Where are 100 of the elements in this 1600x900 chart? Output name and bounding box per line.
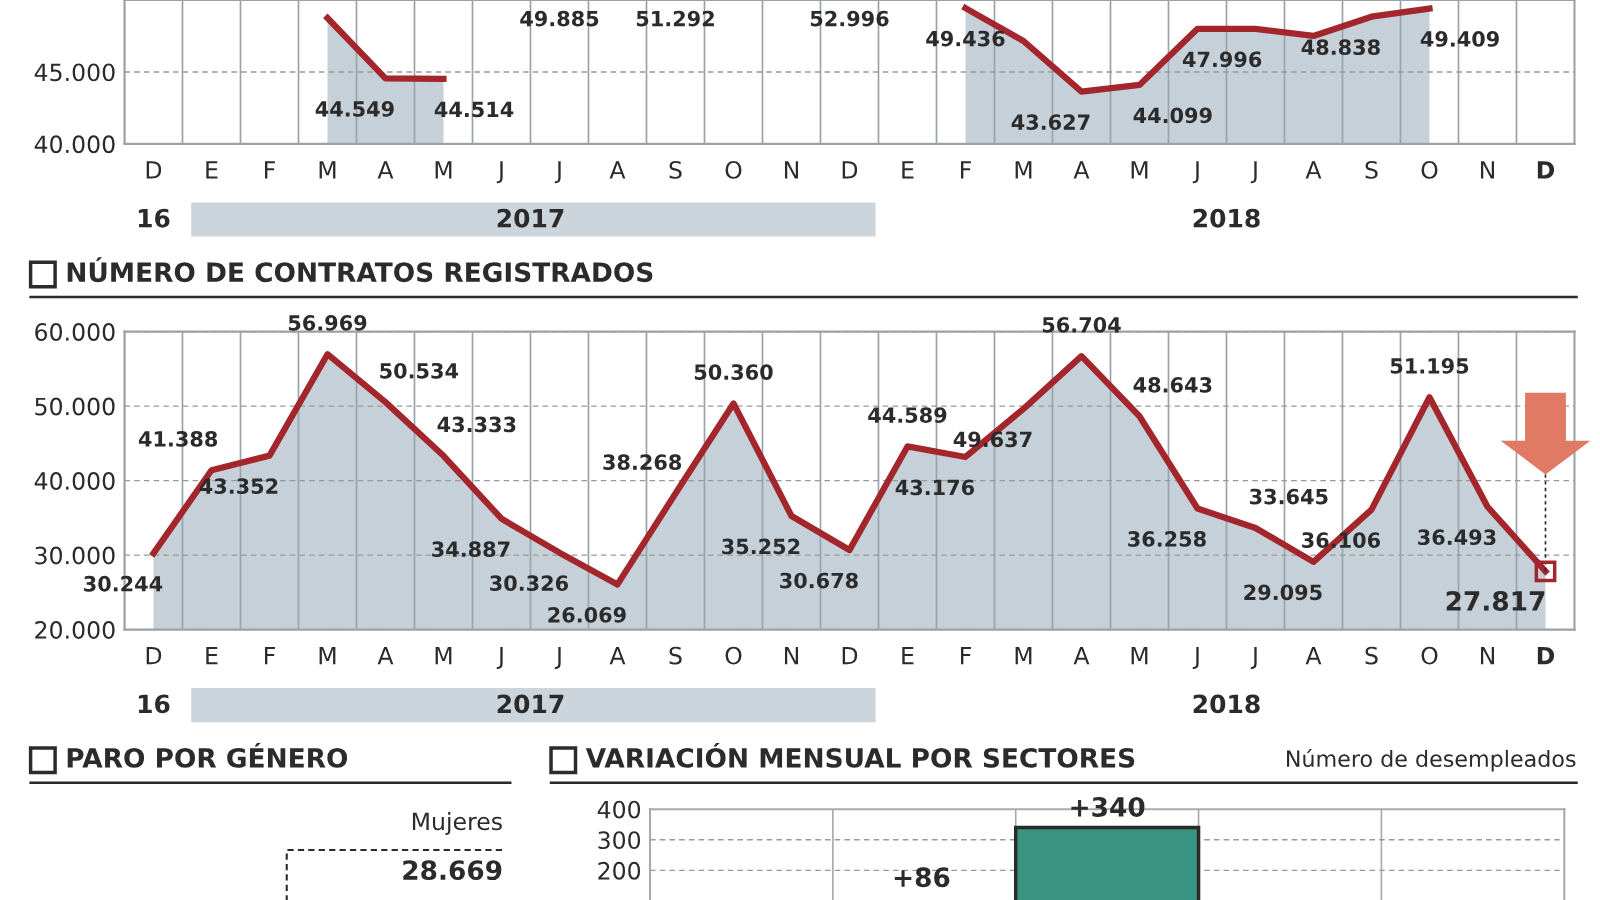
x-tick-label: D	[1537, 161, 1555, 179]
x-tick-label: A	[1073, 646, 1090, 665]
data-label: +340	[1071, 796, 1145, 817]
data-label: 27.817	[1446, 591, 1545, 611]
x-tick-label: S	[669, 160, 682, 179]
chart-subtitle: Número de desempleados	[1287, 749, 1576, 772]
data-label: 35.252	[722, 538, 800, 555]
text: Mujeres	[412, 812, 502, 835]
text: PARO POR GÉNERO	[67, 743, 348, 768]
data-label: 30.326	[490, 575, 569, 592]
x-tick-label: J	[1250, 161, 1257, 184]
y-tick-label: 30.000	[35, 546, 115, 565]
x-tick-label: E	[206, 161, 218, 179]
x-tick-label: D	[842, 161, 858, 179]
data-label: 51.195	[1390, 358, 1469, 374]
text: 2018	[1193, 208, 1260, 228]
x-tick-label: A	[377, 161, 394, 179]
y-tick-label: 300	[598, 831, 641, 850]
data-label: 44.514	[434, 101, 514, 118]
x-tick-label: A	[1305, 161, 1322, 179]
x-tick-label: J	[1250, 646, 1257, 669]
text: 16	[138, 694, 170, 714]
y-tick-label: 40.000	[34, 472, 115, 490]
x-tick-label: M	[319, 161, 336, 179]
x-tick-label: O	[1421, 646, 1438, 665]
y-tick-label: 60.000	[35, 323, 115, 341]
x-tick-label: M	[435, 646, 452, 665]
data-label: 44.099	[1133, 107, 1212, 124]
y-tick-label: 50.000	[35, 397, 115, 416]
x-tick-label: A	[609, 161, 626, 179]
x-tick-label: O	[725, 160, 742, 179]
text: 2017	[497, 208, 564, 228]
data-label: 43.176	[895, 479, 975, 496]
x-tick-label: M	[1131, 161, 1148, 179]
data-label: 48.838	[1301, 39, 1380, 56]
x-tick-label: A	[377, 646, 394, 665]
data-label: 50.534	[380, 362, 459, 379]
data-label: 36.493	[1418, 529, 1496, 546]
x-tick-label: J	[496, 161, 503, 184]
x-tick-label: M	[1015, 646, 1032, 665]
annotation: 52.996	[810, 10, 889, 27]
x-tick-label: J	[1192, 161, 1199, 184]
annotation: 51.292	[636, 10, 714, 27]
x-tick-label: S	[1365, 160, 1378, 179]
data-label: 47.996	[1182, 51, 1262, 68]
data-label: 56.969	[288, 314, 367, 331]
x-tick-label: N	[1480, 161, 1494, 179]
x-tick-label: S	[669, 646, 682, 665]
x-tick-label: A	[1305, 646, 1322, 665]
data-label: 43.333	[437, 416, 516, 433]
data-label: 48.643	[1133, 376, 1212, 393]
x-tick-label: M	[1015, 161, 1032, 179]
chart-title: VARIACIÓN MENSUAL POR SECTORES	[585, 743, 1135, 768]
x-tick-label: F	[265, 646, 275, 665]
x-tick-label: A	[1073, 161, 1090, 179]
annotation: 49.885	[520, 10, 599, 27]
data-label: 30.678	[780, 572, 858, 589]
x-tick-label: O	[725, 646, 742, 665]
data-label: 26.069	[548, 606, 626, 623]
data-label: 43.627	[1011, 114, 1090, 131]
data-label: 36.258	[1128, 531, 1206, 547]
x-tick-label: D	[146, 646, 162, 665]
data-label: 34.887	[432, 541, 510, 558]
x-tick-label: N	[784, 646, 798, 665]
x-tick-label: J	[554, 646, 561, 669]
data-label: 38.268	[603, 454, 682, 471]
x-tick-label: J	[554, 161, 561, 184]
x-tick-label: D	[842, 646, 858, 665]
x-tick-label: E	[902, 646, 914, 665]
data-label: 49.409	[1420, 31, 1499, 47]
x-tick-label: N	[784, 161, 798, 179]
x-tick-label: D	[146, 161, 162, 179]
annotation: +86	[894, 867, 950, 888]
data-label: 41.388	[138, 431, 218, 447]
x-tick-label: D	[1537, 646, 1555, 665]
x-tick-label: J	[1192, 646, 1199, 669]
x-tick-label: E	[206, 646, 218, 665]
x-tick-label: N	[1480, 646, 1494, 665]
x-tick-label: F	[961, 161, 971, 179]
x-tick-label: A	[609, 646, 626, 665]
text: 2018	[1193, 694, 1260, 714]
x-tick-label: F	[265, 161, 275, 179]
data-label: 56.704	[1042, 316, 1121, 333]
y-tick-label: 400	[597, 800, 641, 819]
x-tick-label: F	[961, 646, 971, 665]
data-label: 29.095	[1244, 584, 1322, 601]
y-tick-label: 45.000	[34, 63, 115, 82]
data-label: 49.436	[926, 30, 1005, 47]
data-label: 50.360	[694, 364, 773, 380]
chart-title: NÚMERO DE CONTRATOS REGISTRADOS	[67, 257, 653, 283]
x-tick-label: M	[319, 646, 336, 665]
data-label: 30.244	[84, 575, 163, 592]
x-tick-label: M	[435, 161, 452, 179]
y-tick-label: 200	[598, 861, 641, 880]
text: 28.669	[403, 860, 502, 881]
x-tick-label: O	[1421, 160, 1438, 179]
text: 2017	[497, 694, 564, 714]
y-tick-label: 20.000	[35, 621, 115, 639]
x-tick-label: S	[1365, 646, 1378, 665]
data-label: 44.549	[315, 101, 394, 117]
